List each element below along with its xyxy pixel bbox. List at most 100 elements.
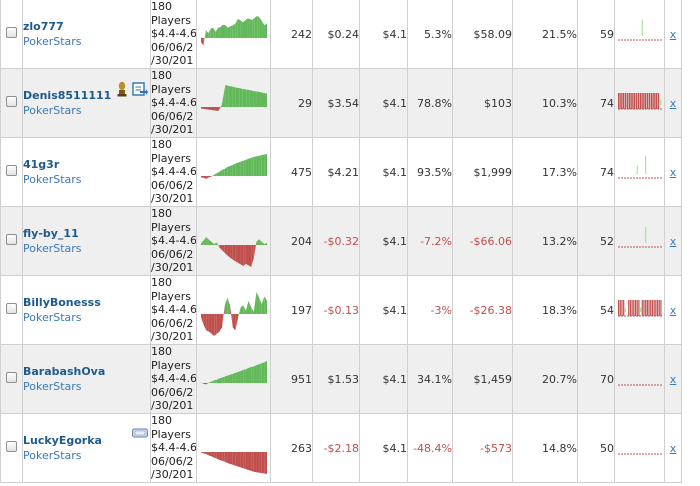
player-site: PokerStars (23, 173, 82, 186)
table-row: BarabashOva PokerStars 180 Players $4.4-… (0, 344, 682, 414)
remove-row-link[interactable]: x (669, 372, 677, 386)
sparkline-segment (219, 245, 223, 251)
game-players-count: 180 (151, 138, 173, 152)
games-count: 242 (270, 0, 313, 69)
player-name-link[interactable]: BarabashOva (23, 365, 106, 378)
ability-score: 74 (577, 137, 615, 207)
sparkline-segment (251, 366, 254, 383)
sparkline-segment (211, 314, 215, 336)
scrollbar-track[interactable] (682, 0, 700, 486)
sparkline-segment (232, 86, 236, 107)
sparkline-segment (239, 88, 243, 107)
remove-row-link[interactable]: x (669, 441, 677, 455)
game-stake-range: $4.4-4.6 (151, 165, 197, 179)
sparkline-segment (227, 26, 231, 38)
distribution-bar (645, 300, 647, 316)
select-cell (0, 413, 23, 483)
game-stake-range: $4.4-4.6 (151, 96, 197, 110)
select-cell (0, 137, 23, 207)
player-name-link[interactable]: Denis8511111 (23, 89, 112, 102)
row-checkbox[interactable] (6, 96, 17, 107)
sparkline-segment (245, 452, 249, 471)
sparkline-segment (206, 237, 209, 245)
sparkline-segment (214, 314, 217, 336)
profit-sparkline (201, 361, 267, 385)
sparkline-segment (224, 297, 228, 314)
distribution-bar (640, 93, 642, 109)
sparkline-segment (219, 169, 223, 176)
sparkline-segment (240, 305, 244, 314)
avg-profit: -$0.13 (312, 275, 360, 345)
player-cell: fly-by_11 PokerStars (22, 206, 151, 276)
sparkline-segment (264, 296, 267, 314)
roi: 93.5% (407, 137, 453, 207)
sparkline-segment (235, 452, 238, 467)
sparkline-segment (252, 17, 255, 38)
row-checkbox[interactable] (6, 303, 17, 314)
sparkline-segment (208, 314, 212, 334)
sparkline-segment (223, 24, 226, 38)
sparkline-segment (264, 23, 267, 38)
remove-row-link[interactable]: x (669, 303, 677, 317)
player-name-link[interactable]: zlo777 (23, 20, 64, 33)
select-cell (0, 68, 23, 138)
sparkline-segment (201, 240, 204, 245)
total-profit: $1,999 (452, 137, 513, 207)
game-players-label: Players (151, 82, 191, 96)
remove-row-link[interactable]: x (669, 27, 677, 41)
game-players-label: Players (151, 151, 191, 165)
finish-distribution-chart (618, 300, 662, 317)
remove-row-link[interactable]: x (669, 234, 677, 248)
total-profit: $1,459 (452, 344, 513, 414)
player-name-link[interactable]: BillyBonesss (23, 296, 101, 309)
sparkline-segment (222, 168, 225, 176)
select-cell (0, 275, 23, 345)
avg-stake: $4.1 (359, 68, 408, 138)
row-checkbox[interactable] (6, 372, 17, 383)
game-players-label: Players (151, 358, 191, 372)
avg-profit: $3.54 (312, 68, 360, 138)
roi: -3% (407, 275, 453, 345)
sparkline-segment (251, 452, 254, 472)
sparkline-segment (242, 20, 245, 38)
sparkline-segment (201, 107, 205, 109)
row-checkbox[interactable] (6, 27, 17, 38)
sparkline-segment (216, 242, 220, 248)
roi: -48.4% (407, 413, 453, 483)
sparkline-segment (242, 89, 247, 107)
player-name-link[interactable]: LuckyEgorka (23, 434, 102, 447)
export-icon (132, 81, 148, 97)
sparkline-segment (224, 245, 228, 256)
row-checkbox[interactable] (6, 234, 17, 245)
distribution-bar (646, 93, 649, 109)
game-date-from: 06/06/2 (151, 385, 194, 399)
game-filter-cell: 180 Players $4.4-4.6 06/06/2 /30/201 (150, 206, 197, 276)
player-name-link[interactable]: fly-by_11 (23, 227, 79, 240)
distribution-bar (648, 93, 651, 109)
sparkline-segment (243, 305, 246, 314)
sparkline-segment (243, 369, 246, 383)
sparkline-segment (221, 85, 226, 107)
player-cell: Denis8511111 PokerStars (22, 68, 151, 138)
sparkline-segment (219, 314, 223, 332)
remove-row-link[interactable]: x (669, 96, 677, 110)
row-checkbox[interactable] (6, 165, 17, 176)
distribution-bar (658, 300, 660, 316)
distribution-bar (619, 300, 621, 316)
remove-cell: x (664, 275, 682, 345)
player-cell: 41g3r PokerStars (22, 137, 151, 207)
sparkline-segment (253, 292, 257, 314)
sparkline-segment (218, 27, 221, 38)
ability-score: 50 (577, 413, 615, 483)
remove-row-link[interactable]: x (669, 165, 677, 179)
row-checkbox[interactable] (6, 441, 17, 452)
sparkline-segment (201, 38, 204, 46)
sparkline-segment (230, 245, 233, 260)
select-cell (0, 344, 23, 414)
sparkline-segment (253, 156, 257, 176)
sparkline-segment (237, 307, 241, 319)
game-stake-range: $4.4-4.6 (151, 27, 197, 41)
sparkline-segment (264, 154, 267, 176)
sparkline-segment (214, 173, 217, 176)
player-name-link[interactable]: 41g3r (23, 158, 60, 171)
